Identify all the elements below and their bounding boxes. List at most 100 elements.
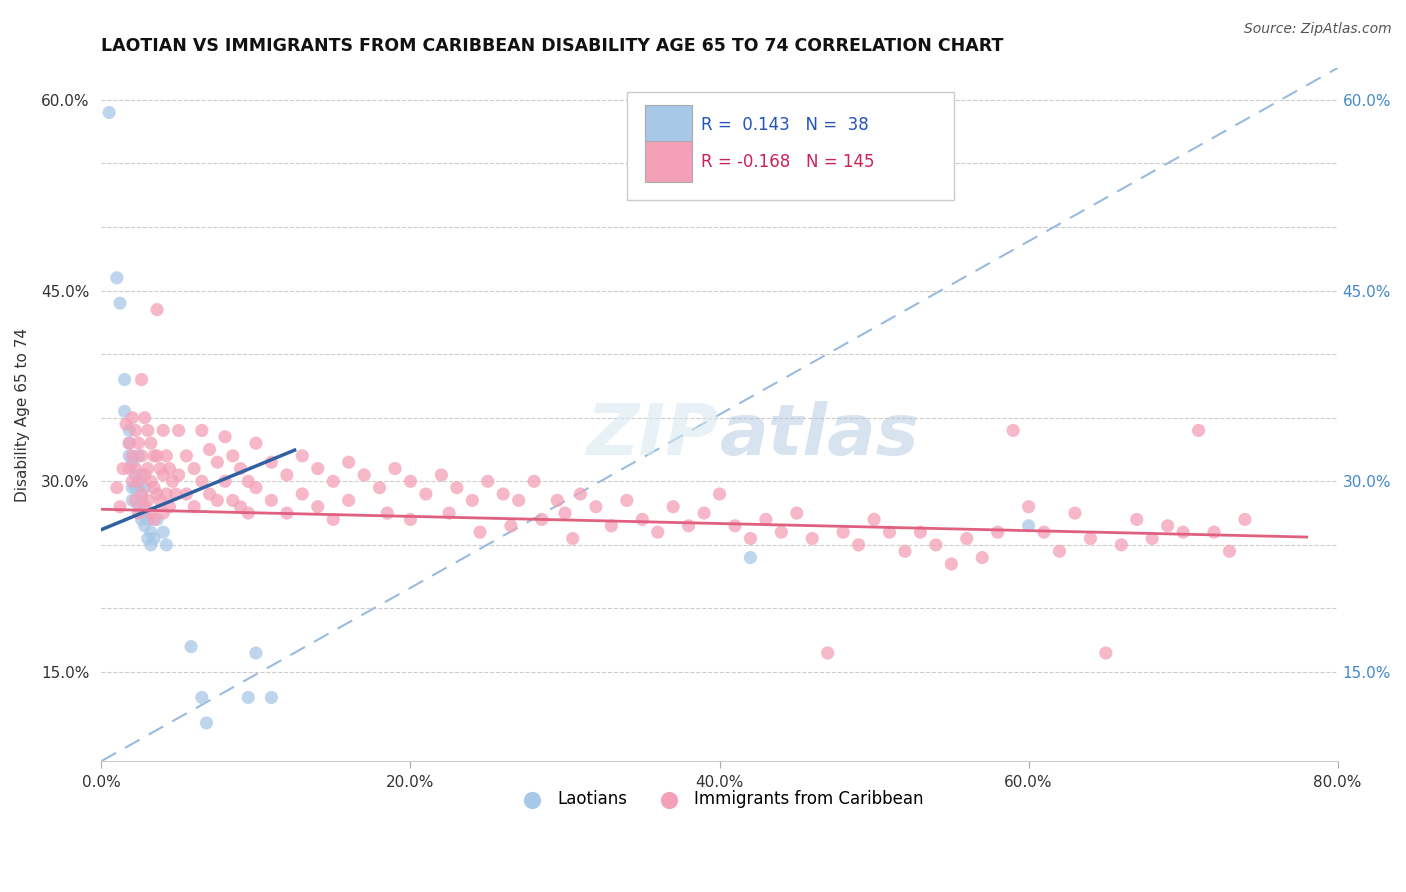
Point	[131, 449, 153, 463]
Point	[430, 467, 453, 482]
Point	[134, 500, 156, 514]
Point	[131, 467, 153, 482]
Point	[817, 646, 839, 660]
Point	[238, 475, 260, 489]
Point	[260, 493, 283, 508]
Point	[1156, 518, 1178, 533]
Point	[134, 518, 156, 533]
Point	[142, 512, 165, 526]
Point	[569, 487, 592, 501]
Point	[523, 475, 546, 489]
Point	[152, 467, 174, 482]
Point	[477, 475, 499, 489]
Point	[136, 512, 159, 526]
Point	[180, 640, 202, 654]
Point	[176, 487, 198, 501]
Point	[229, 461, 252, 475]
Point	[561, 532, 583, 546]
Point	[616, 493, 638, 508]
Point	[322, 512, 344, 526]
Point	[647, 525, 669, 540]
Point	[662, 500, 685, 514]
Point	[1187, 424, 1209, 438]
Point	[987, 525, 1010, 540]
Point	[238, 690, 260, 705]
Point	[585, 500, 607, 514]
Point	[322, 475, 344, 489]
Point	[128, 500, 150, 514]
Point	[124, 461, 146, 475]
Point	[183, 500, 205, 514]
Point	[770, 525, 793, 540]
Point	[134, 506, 156, 520]
Point	[276, 467, 298, 482]
Point	[146, 449, 169, 463]
Point	[115, 417, 138, 431]
Point	[1126, 512, 1149, 526]
Point	[162, 475, 184, 489]
Point	[124, 493, 146, 508]
Point	[1233, 512, 1256, 526]
Point	[678, 518, 700, 533]
Point	[118, 449, 141, 463]
Point	[709, 487, 731, 501]
Point	[155, 449, 177, 463]
Point	[207, 493, 229, 508]
Point	[191, 690, 214, 705]
Point	[214, 430, 236, 444]
Point	[108, 500, 131, 514]
Point	[554, 506, 576, 520]
Point	[112, 461, 135, 475]
Point	[134, 481, 156, 495]
Point	[1171, 525, 1194, 540]
Point	[1018, 500, 1040, 514]
Point	[157, 500, 180, 514]
Point	[1080, 532, 1102, 546]
Point	[508, 493, 530, 508]
Point	[176, 449, 198, 463]
Point	[98, 105, 121, 120]
Point	[291, 487, 314, 501]
Point	[1064, 506, 1087, 520]
Point	[260, 455, 283, 469]
Point	[740, 532, 762, 546]
Point	[530, 512, 553, 526]
Point	[152, 525, 174, 540]
Point	[740, 550, 762, 565]
Point	[124, 481, 146, 495]
Point	[167, 467, 190, 482]
Point	[1218, 544, 1240, 558]
Point	[149, 461, 172, 475]
Point	[755, 512, 778, 526]
Point	[801, 532, 824, 546]
Point	[631, 512, 654, 526]
Point	[238, 506, 260, 520]
Point	[128, 506, 150, 520]
Point	[229, 500, 252, 514]
Point	[157, 461, 180, 475]
Point	[337, 493, 360, 508]
Point	[446, 481, 468, 495]
Point	[492, 487, 515, 501]
Point	[222, 449, 245, 463]
Point	[468, 525, 491, 540]
Point	[146, 512, 169, 526]
Point	[956, 532, 979, 546]
Point	[152, 424, 174, 438]
Point	[786, 506, 808, 520]
Point	[152, 506, 174, 520]
FancyBboxPatch shape	[627, 92, 955, 200]
Point	[276, 506, 298, 520]
Point	[134, 410, 156, 425]
Point	[1049, 544, 1071, 558]
Point	[128, 481, 150, 495]
Point	[142, 481, 165, 495]
Point	[291, 449, 314, 463]
Point	[894, 544, 917, 558]
Point	[114, 404, 136, 418]
Point	[128, 475, 150, 489]
Point	[214, 475, 236, 489]
Point	[131, 487, 153, 501]
Point	[121, 410, 143, 425]
Point	[353, 467, 375, 482]
